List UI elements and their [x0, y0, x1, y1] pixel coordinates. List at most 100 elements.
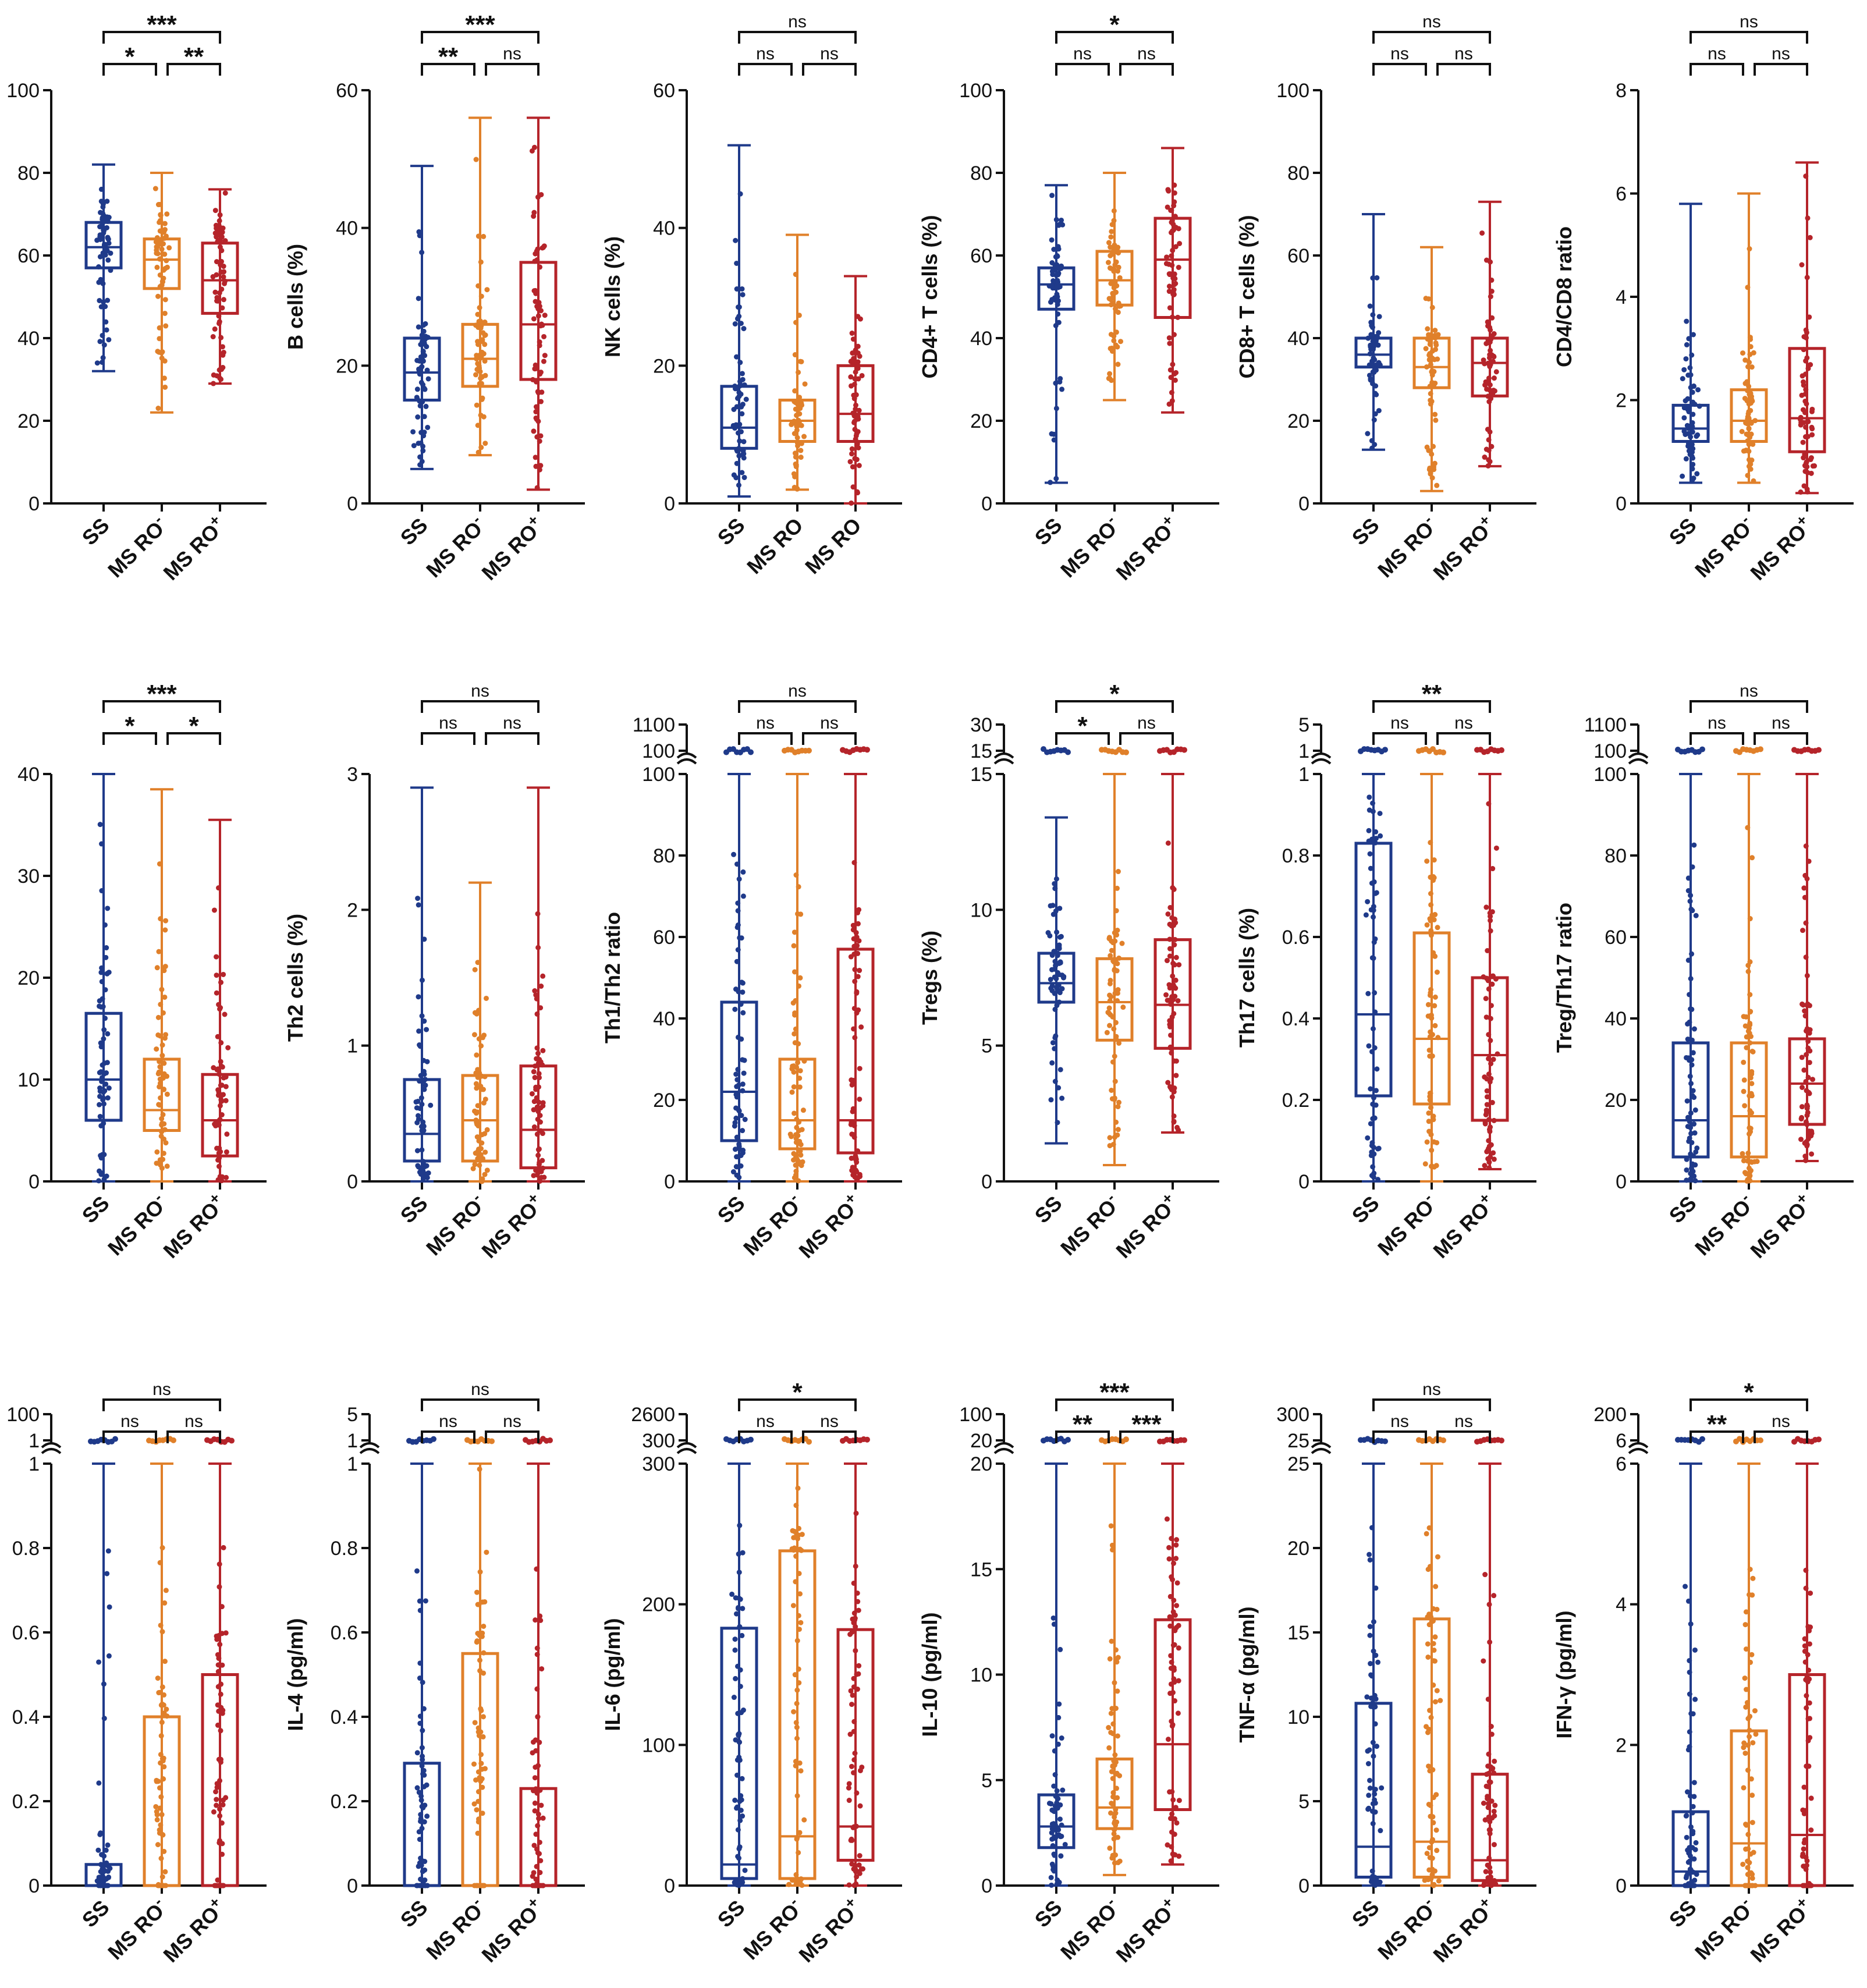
significance-bracket [1119, 732, 1174, 745]
data-point [416, 1028, 422, 1034]
x-tick-label-superscript: - [468, 511, 484, 527]
axis-break-mark [1311, 752, 1332, 759]
significance-label: ** [1073, 1410, 1093, 1439]
data-point [796, 1666, 801, 1672]
data-point [213, 1789, 219, 1795]
data-point [1173, 1625, 1179, 1631]
data-point [219, 1631, 225, 1636]
data-point [1431, 1117, 1436, 1123]
data-point [155, 1071, 161, 1077]
data-point [1169, 262, 1175, 268]
data-point [791, 1535, 797, 1540]
data-point [850, 1078, 856, 1084]
data-point [479, 396, 485, 402]
data-point [1172, 993, 1178, 999]
data-point [1681, 428, 1687, 434]
x-tick-label: MS RO [800, 513, 865, 578]
data-point [418, 1797, 424, 1803]
data-point [161, 375, 167, 381]
data-point [1690, 1153, 1696, 1159]
data-point [1802, 1837, 1808, 1843]
x-tick-label: MS RO+ [157, 511, 230, 585]
x-tick-label: MS RO+ [1426, 1893, 1500, 1967]
y-tick-label: 20 [17, 410, 40, 432]
x-tick-label-superscript: - [468, 1189, 484, 1205]
data-point [104, 1860, 109, 1866]
data-point [849, 500, 854, 506]
data-point [1119, 940, 1125, 946]
data-point [1047, 933, 1053, 939]
data-point [161, 1848, 167, 1854]
data-point [1800, 928, 1806, 933]
box-iqr [836, 947, 875, 1155]
data-point [1748, 1870, 1754, 1876]
data-point [214, 990, 219, 996]
data-point [1378, 1828, 1383, 1834]
data-point [787, 1131, 793, 1137]
significance-bracket [1055, 700, 1174, 713]
data-point [792, 1010, 798, 1016]
data-point [101, 243, 107, 248]
axis-break-mark [993, 752, 1014, 759]
data-point [1799, 262, 1805, 268]
significance-label: ns [756, 44, 775, 63]
data-point [853, 1882, 859, 1888]
data-point [538, 399, 544, 404]
data-point [1049, 431, 1055, 437]
data-point [420, 1771, 426, 1777]
y-axis-label: CD4+ T cells (%) [918, 215, 942, 378]
data-point [100, 1062, 105, 1068]
x-tick-label: MS RO+ [792, 1189, 866, 1263]
data-point [798, 1620, 804, 1625]
data-point [855, 363, 861, 368]
significance-bracket [1372, 732, 1427, 745]
data-point [1367, 303, 1373, 309]
data-point [1120, 1004, 1126, 1010]
y-break-tick-label: 1 [347, 1430, 358, 1452]
data-point [216, 313, 222, 319]
data-point [1803, 1158, 1809, 1163]
data-point [98, 1123, 104, 1128]
data-point [1802, 1808, 1808, 1813]
data-point [157, 1805, 163, 1811]
data-point [795, 1485, 801, 1491]
data-point [104, 1173, 109, 1179]
data-point [796, 983, 802, 989]
data-point [1173, 954, 1179, 960]
data-point [1687, 1729, 1692, 1735]
data-point [736, 1883, 742, 1888]
data-point [797, 1138, 803, 1144]
data-point [1434, 482, 1440, 488]
data-point [1751, 478, 1756, 484]
significance-bracket [1689, 1430, 1744, 1443]
data-point [855, 343, 861, 349]
data-point [797, 975, 803, 981]
data-point [1371, 907, 1376, 913]
data-point [1171, 1113, 1177, 1119]
data-point [734, 448, 740, 454]
data-point [1804, 972, 1810, 978]
data-point [533, 463, 539, 469]
data-point [739, 470, 745, 475]
significance-bracket [1055, 1430, 1110, 1443]
data-point [1176, 1678, 1181, 1684]
data-point [1744, 1700, 1750, 1706]
data-point [1805, 365, 1811, 371]
x-tick-label: MS RO+ [475, 1189, 549, 1263]
data-point [533, 299, 538, 304]
significance-label: ns [1454, 713, 1473, 733]
data-point [854, 1590, 860, 1596]
data-point [1745, 825, 1751, 830]
data-point [802, 381, 808, 387]
data-point [161, 1060, 167, 1066]
data-point [474, 1807, 480, 1813]
significance-bracket [421, 31, 539, 44]
data-point-outlier [431, 1436, 436, 1442]
data-point-outlier [1382, 747, 1388, 753]
data-point [1482, 1163, 1488, 1169]
data-point [1802, 463, 1808, 468]
data-point [534, 1645, 540, 1651]
data-point [1745, 285, 1751, 290]
significance-label: ns [184, 1412, 203, 1431]
data-point [790, 1603, 796, 1609]
